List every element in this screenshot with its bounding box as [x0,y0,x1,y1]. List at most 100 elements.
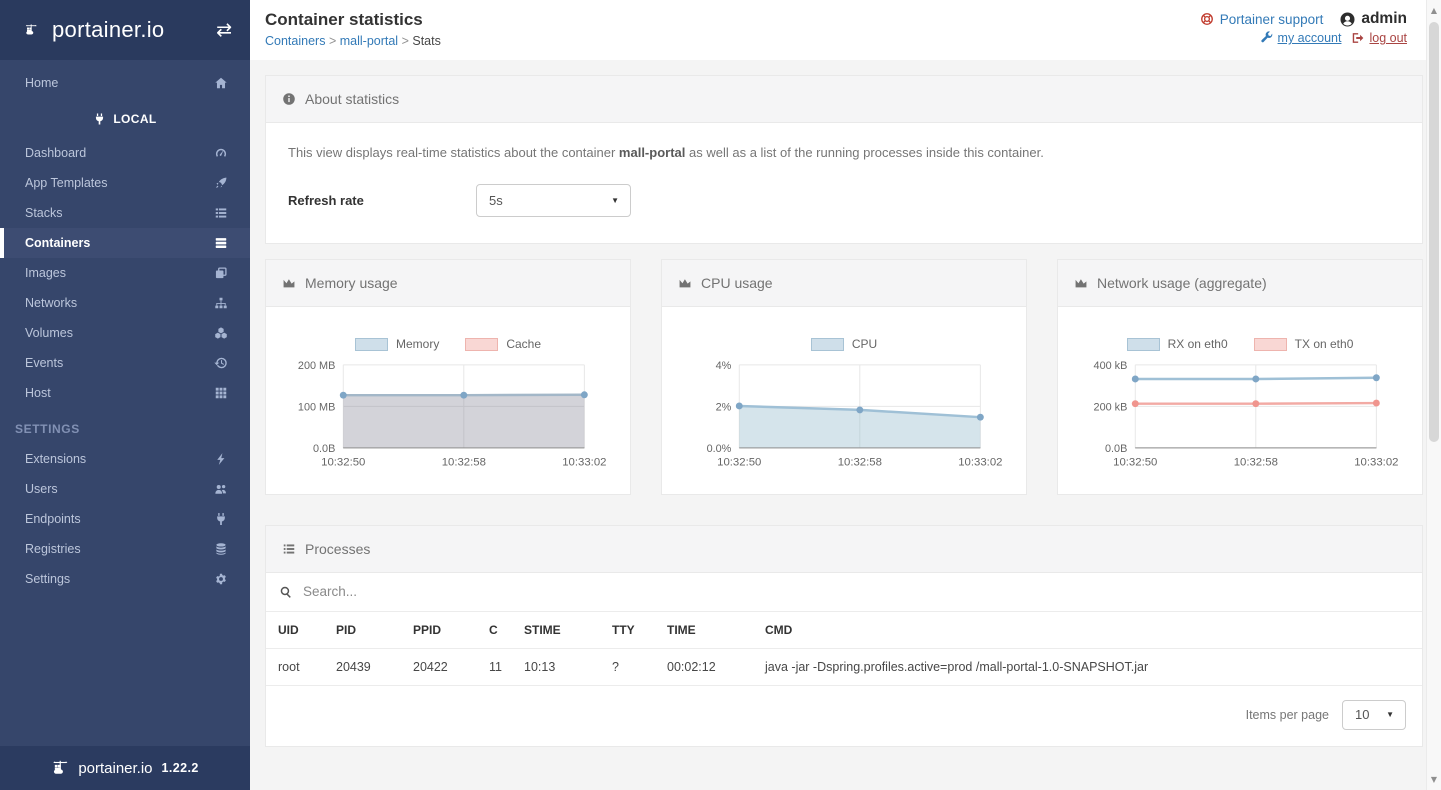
network-usage-chart: RX on eth0 TX on eth0 10:32:50 10:32:58 10:3… [1058,307,1422,494]
users-icon [213,482,228,497]
legend-item: TX on eth0 [1253,337,1354,351]
sidebar-item-users[interactable]: Users [0,474,250,504]
about-statistics-panel: About statistics This view displays real… [265,75,1423,244]
svg-text:2%: 2% [716,401,732,413]
chart-plot: 10:32:50 10:32:58 10:33:02 4% 2% 0.0% [707,360,1003,469]
sidebar-item-home[interactable]: Home [0,68,250,98]
sidebar-item-networks[interactable]: Networks [0,288,250,318]
refresh-rate-row: Refresh rate 5s ▼ [288,184,1400,217]
legend-label: TX on eth0 [1294,337,1354,351]
legend-label: Memory [395,337,440,351]
sign-out-icon [1351,31,1365,45]
table-cell: 20422 [401,648,477,686]
sidebar-item-images[interactable]: Images [0,258,250,288]
support-label: Portainer support [1219,11,1324,27]
breadcrumb-separator: > [328,34,337,48]
sidebar-item-label: Events [25,356,64,370]
log-out-link[interactable]: log out [1351,31,1407,45]
host-icon [213,386,228,401]
cpu-usage-panel: CPU usage CPU 10:32:50 10:32:58 10:33:02 4% 2… [661,259,1027,495]
sidebar-item-host[interactable]: Host [0,378,250,408]
collapse-sidebar-icon[interactable]: ⇄ [216,19,232,41]
legend-label: CPU [851,337,878,351]
sidebar-item-label: Volumes [25,326,73,340]
process-row: root 20439 20422 11 10:13? 00:02:12 java -jar … [266,648,1422,686]
table-cell: 10:13 [512,648,600,686]
legend-item: CPU [810,337,878,351]
svg-text:0.0B: 0.0B [1105,443,1127,455]
sidebar-item-label: Home [25,76,59,90]
sidebar-item-events[interactable]: Events [0,348,250,378]
logo-text[interactable]: portainer.io [52,17,165,42]
sidebar-item-dashboard[interactable]: Dashboard [0,138,250,168]
breadcrumb-separator: > [401,34,409,48]
refresh-rate-label: Refresh rate [288,193,364,208]
footer-version: 1.22.2 [161,761,199,775]
sidebar-item-app-templates[interactable]: App Templates [0,168,250,198]
sidebar-item-volumes[interactable]: Volumes [0,318,250,348]
area-chart-icon [282,276,296,290]
table-cell: java -jar -Dspring.profiles.active=prod … [753,648,1422,686]
breadcrumb: Containers > mall-portal > Stats [265,34,441,48]
my-account-link[interactable]: my account [1260,31,1341,45]
chart-plot: 10:32:50 10:32:58 10:33:02 200 MB 100 MB 0.0B [298,360,607,469]
sidebar-item-label: Host [25,386,51,400]
sidebar-item-settings[interactable]: Settings [0,564,250,594]
user-area: Portainer support admin my account log o… [1200,10,1407,60]
sidebar-item-containers[interactable]: Containers [0,228,250,258]
sidebar-footer: portainer.io 1.22.2 [0,746,250,790]
sidebar-settings-header: SETTINGS [15,422,80,436]
nav-main-list: Dashboard App Templates Stacks Containers Im… [0,138,250,408]
scrollbar-up-arrow[interactable]: ▲ [1430,6,1438,15]
volumes-icon [213,326,228,341]
memory-usage-chart: Memory Cache 10:32:50 10:32:58 10:33:02 200 M… [266,307,630,494]
registries-icon [213,542,228,557]
page-head: Container statistics Containers > mall-p… [265,10,441,60]
table-cell: 11 [477,648,512,686]
vertical-scrollbar[interactable]: ▲ ▼ [1426,0,1441,790]
sidebar-item-label: Dashboard [25,146,87,160]
breadcrumb-containers-link[interactable]: Containers [265,34,326,48]
sidebar-item-registries[interactable]: Registries [0,534,250,564]
processes-table-header-row: UID PID PPID C STIME TTY TIME CMD [266,611,1422,649]
svg-text:10:32:50: 10:32:50 [1113,457,1157,469]
search-input[interactable] [303,584,1409,599]
user-circle-icon [1339,11,1356,28]
items-per-page-value: 10 [1355,707,1370,722]
about-panel-header: About statistics [266,76,1422,123]
column-header-c: C [477,611,512,649]
svg-text:10:33:02: 10:33:02 [562,457,606,469]
sidebar-item-label: Networks [25,296,78,310]
scrollbar-thumb[interactable] [1429,22,1439,442]
bolt-icon [213,452,228,467]
sidebar-item-stacks[interactable]: Stacks [0,198,250,228]
items-per-page-label: Items per page [1245,707,1329,722]
svg-text:10:32:58: 10:32:58 [1234,457,1278,469]
sidebar-nav: Home LOCAL Dashboard App Templates Stacks C… [0,60,250,746]
scrollbar-down-arrow[interactable]: ▼ [1430,775,1438,784]
info-circle-icon [282,92,296,106]
processes-panel-title: Processes [305,540,371,557]
sidebar-item-extensions[interactable]: Extensions [0,444,250,474]
area-chart-icon [678,276,692,290]
rocket-icon [213,176,228,191]
column-header-cmd: CMD [753,611,1422,649]
table-cell: 00:02:12 [655,648,753,686]
breadcrumb-container-link[interactable]: mall-portal [339,34,399,48]
svg-text:0.0B: 0.0B [313,443,335,455]
legend-swatch [465,337,499,351]
endpoint-local[interactable]: LOCAL [0,104,250,134]
items-per-page-select[interactable]: 10 ▼ [1342,699,1406,730]
current-user[interactable]: admin [1339,10,1407,28]
sidebar-item-label: Extensions [25,452,87,466]
refresh-rate-select[interactable]: 5s ▼ [476,184,631,217]
chart-legend: RX on eth0 TX on eth0 [1074,337,1406,351]
svg-text:10:32:50: 10:32:50 [321,457,365,469]
sidebar-item-label: Endpoints [25,512,81,526]
svg-text:0.0%: 0.0% [707,443,732,455]
svg-text:200 kB: 200 kB [1094,401,1128,413]
sidebar-item-endpoints[interactable]: Endpoints [0,504,250,534]
username-label: admin [1361,10,1407,27]
portainer-support-link[interactable]: Portainer support [1200,11,1324,27]
nav-top-list: Home [0,68,250,98]
